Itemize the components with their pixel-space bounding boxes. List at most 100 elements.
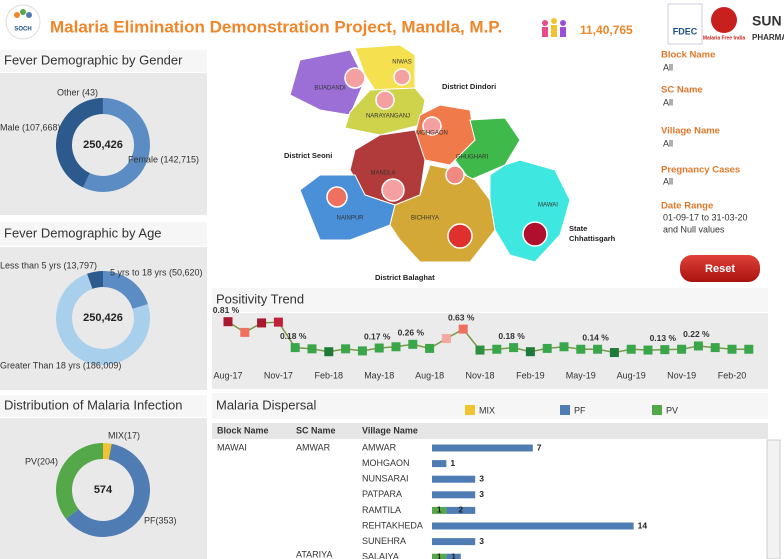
village-name: MOHGAON	[362, 458, 410, 468]
donut-label: Greater Than 18 yrs (186,009)	[0, 360, 121, 370]
data-label: 7	[537, 442, 542, 452]
region-label: GHUGHARI	[456, 155, 489, 161]
data-label: 0.18 %	[498, 331, 525, 341]
donut-label: PV(204)	[25, 456, 58, 466]
trend-marker	[273, 317, 283, 327]
district-label: Chhattisgarh	[569, 234, 616, 243]
trend-marker	[257, 318, 267, 328]
village-name: SUNEHRA	[362, 536, 406, 546]
panel-body	[0, 247, 207, 390]
data-label: 0.13 %	[650, 333, 677, 343]
region-label: MOHGAON	[416, 131, 448, 137]
data-label: 3	[479, 473, 484, 483]
filter-value[interactable]: 01-09-17 to 31-03-20	[663, 212, 748, 222]
data-label: 0.26 %	[398, 328, 425, 338]
village-name: RAMTILA	[362, 505, 401, 515]
region-label: NARAYANGANJ	[366, 114, 410, 120]
trend-marker	[408, 339, 418, 349]
panel-header	[0, 222, 207, 246]
trend-marker	[374, 343, 384, 353]
panel-header	[212, 288, 768, 312]
filter-value[interactable]: All	[663, 62, 673, 72]
donut-total: 574	[94, 484, 113, 496]
legend-swatch	[465, 405, 475, 415]
donut-label: Female (142,715)	[128, 154, 199, 164]
donut-segment	[55, 273, 150, 365]
mfi-text: Malaria Free India	[703, 35, 745, 41]
village-name: NUNSARAI	[362, 474, 409, 484]
table-header-row	[212, 423, 768, 439]
donut-label: Other (43)	[57, 87, 98, 97]
bar	[432, 506, 447, 514]
filter-value[interactable]: and Null values	[663, 224, 725, 234]
filter-value[interactable]: All	[663, 97, 673, 107]
x-tick-label: May-19	[566, 370, 596, 380]
reset-button[interactable]	[680, 255, 760, 282]
scrollbar[interactable]	[766, 439, 781, 559]
trend-marker	[492, 344, 502, 354]
donut-segment	[103, 443, 112, 460]
trend-marker	[525, 347, 535, 357]
reset-label[interactable]: Reset	[705, 263, 735, 275]
donut-label: 5 yrs to 18 yrs (50,620)	[110, 267, 203, 277]
trend-marker	[307, 344, 317, 354]
donut-label: MIX(17)	[108, 430, 140, 440]
logo-dot	[26, 12, 32, 18]
trend-marker	[643, 345, 653, 355]
map-region[interactable]	[344, 87, 426, 136]
fdec-logo	[667, 3, 703, 45]
bar	[432, 460, 447, 468]
bar	[432, 491, 476, 499]
donut-total: 250,426	[83, 312, 123, 324]
region-label: MANDLA	[370, 171, 395, 177]
panel-title: Fever Demographic by Gender	[4, 52, 183, 67]
trend-marker	[223, 317, 233, 327]
bar	[432, 553, 447, 559]
logo-dot	[20, 9, 26, 15]
sun-text: SUN	[752, 13, 782, 29]
filter-value[interactable]: All	[663, 138, 673, 148]
x-tick-label: Feb-19	[516, 370, 545, 380]
x-tick-label: Nov-19	[667, 370, 696, 380]
data-label: 0.81 %	[213, 305, 240, 315]
panel-body	[212, 313, 768, 389]
map-region[interactable]	[489, 159, 571, 263]
page-title: Malaria Elimination Demonstration Projec…	[50, 17, 502, 36]
bar	[432, 475, 476, 483]
bar	[446, 553, 461, 559]
legend-label: PF	[574, 405, 586, 415]
donut-total: 250,426	[83, 139, 123, 151]
x-tick-label: May-18	[364, 370, 394, 380]
region-label: BIJADANDI	[314, 86, 346, 92]
trend-marker	[240, 327, 250, 337]
region-label: BICHHIYA	[411, 216, 439, 222]
data-label: 1	[437, 505, 442, 515]
data-label: 0.22 %	[683, 329, 710, 339]
bar	[446, 506, 476, 514]
data-label: 0.14 %	[582, 332, 609, 342]
trend-marker	[357, 346, 367, 356]
panel-title: Malaria Dispersal	[216, 397, 317, 412]
data-label: 1	[437, 551, 442, 559]
column-header: Block Name	[217, 425, 269, 435]
data-label: 3	[479, 489, 484, 499]
panel-title: Fever Demographic by Age	[4, 225, 162, 240]
bar	[432, 522, 634, 530]
map-region[interactable]	[454, 117, 521, 181]
trend-marker	[593, 344, 603, 354]
filter-value[interactable]: All	[663, 176, 673, 186]
logo-dot	[14, 12, 20, 18]
panel-header	[0, 395, 207, 417]
donut-segment	[87, 271, 103, 289]
panel-header	[212, 393, 768, 419]
data-label: 0.17 %	[364, 331, 391, 341]
filter-label: Block Name	[661, 50, 715, 61]
legend-label: PV	[666, 405, 678, 415]
data-label: 3	[479, 536, 484, 546]
legend-swatch	[560, 405, 570, 415]
data-label: 14	[638, 520, 648, 530]
legend-swatch	[652, 405, 662, 415]
donut-segment	[103, 271, 148, 309]
people-icon	[542, 18, 566, 37]
